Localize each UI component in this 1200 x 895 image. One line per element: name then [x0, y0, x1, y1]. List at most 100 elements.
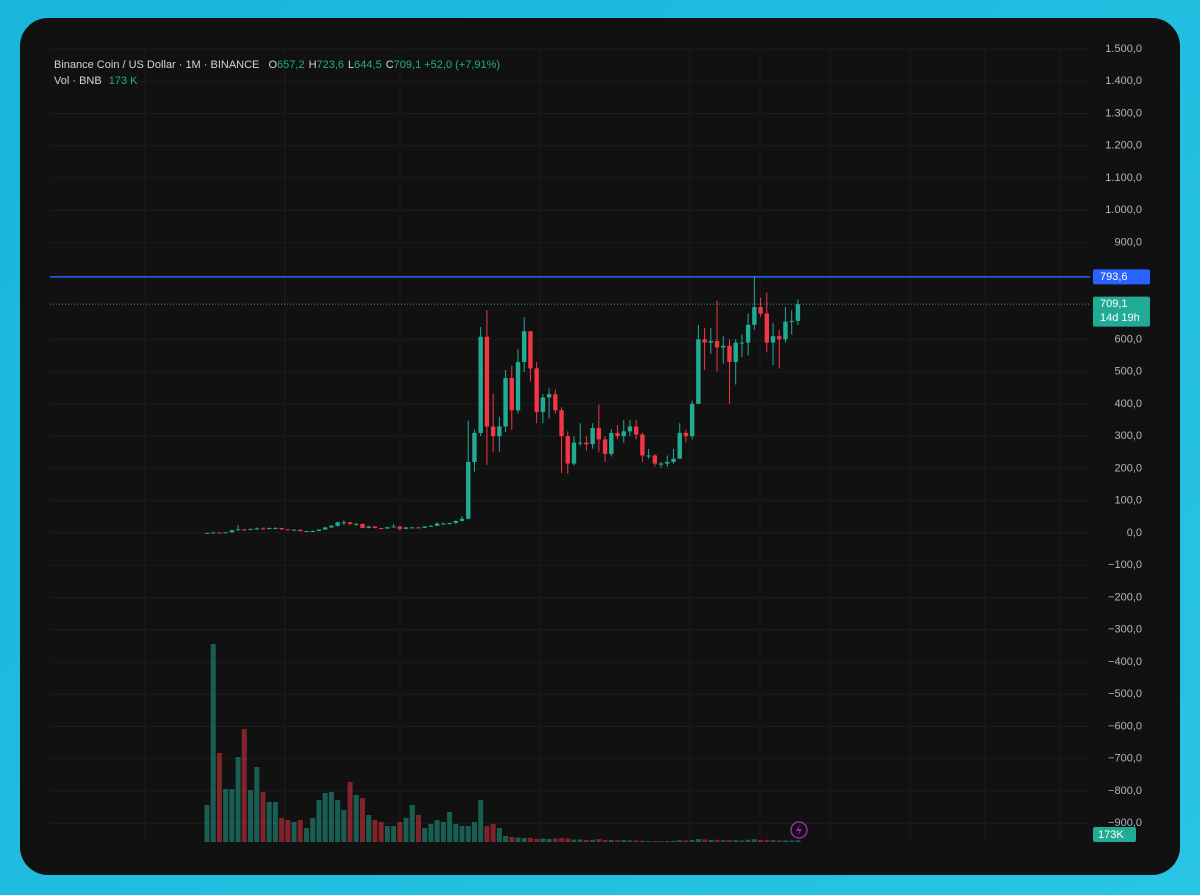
candle-body	[260, 528, 266, 530]
ohlc-key: L	[348, 59, 354, 71]
candle-body	[217, 532, 222, 534]
volume-tag-label: 173K	[1098, 829, 1124, 841]
volume-bar	[266, 802, 272, 842]
volume-bar	[272, 802, 278, 842]
candle-body	[503, 378, 508, 427]
candle-body	[291, 529, 297, 531]
volume-bar	[422, 828, 428, 842]
volume-bar	[695, 839, 701, 842]
volume-bar	[304, 828, 310, 842]
candle-body	[758, 307, 763, 314]
y-tick-label: −700,0	[1108, 753, 1142, 765]
volume-bar	[465, 826, 471, 842]
candle-body	[553, 394, 558, 411]
candle-body	[633, 426, 639, 435]
candle-body	[354, 523, 359, 525]
candle-body	[640, 434, 645, 456]
volume-bar	[384, 826, 390, 842]
volume-bar	[552, 838, 558, 842]
candle-body	[584, 442, 589, 445]
volume-bar	[546, 839, 552, 842]
volume-bar	[559, 838, 565, 842]
volume-bar	[366, 815, 372, 842]
candle-body	[478, 336, 483, 433]
candle-body	[410, 527, 415, 529]
y-tick-label: 1.000,0	[1105, 204, 1142, 216]
candle-body	[484, 336, 490, 427]
y-tick-label: −600,0	[1108, 720, 1142, 732]
candle-body	[422, 526, 427, 528]
price-tag	[1093, 296, 1150, 327]
volume-bar	[726, 839, 732, 842]
candle-body	[609, 432, 614, 454]
y-tick-label: 1.200,0	[1105, 140, 1142, 152]
change: +52,0 (+7,91%)	[424, 59, 500, 71]
volume-bar	[621, 840, 627, 842]
candle-body	[403, 527, 409, 529]
volume-bar	[409, 805, 415, 842]
volume-bar	[571, 839, 577, 842]
volume-bar	[291, 822, 297, 842]
volume-bar	[204, 805, 210, 842]
volume-bar	[347, 782, 353, 842]
candle-body	[310, 530, 315, 532]
candle-body	[459, 518, 465, 521]
volume-bar	[459, 826, 465, 842]
volume-bar	[671, 840, 676, 842]
volume-bar	[733, 840, 739, 842]
volume-bar	[633, 840, 639, 842]
volume-bar	[372, 820, 378, 842]
y-tick-label: −800,0	[1108, 785, 1142, 797]
candle-body	[490, 426, 496, 437]
volume-bar	[328, 792, 334, 842]
volume-bar	[540, 838, 546, 842]
candle-body	[777, 336, 782, 340]
volume-bar	[652, 841, 658, 842]
volume-bar	[745, 839, 751, 842]
candle-body	[764, 313, 769, 343]
volume-bar	[216, 753, 222, 842]
volume-bar	[683, 840, 689, 842]
candle-body	[347, 522, 353, 524]
candle-body	[540, 397, 546, 412]
volume-bar	[241, 729, 247, 842]
volume-bar	[471, 822, 477, 842]
volume-bar	[453, 824, 459, 842]
volume-bar	[677, 840, 683, 842]
candle-body	[714, 340, 720, 348]
volume-bar	[789, 840, 795, 842]
volume-bar	[714, 839, 720, 842]
candle-body	[721, 345, 726, 348]
volume-bar	[403, 818, 409, 842]
ohlc-value: 657,2	[277, 59, 305, 71]
candle-body	[702, 339, 707, 343]
candle-body	[229, 530, 235, 533]
candle-body	[546, 394, 552, 398]
candle-body	[267, 528, 272, 530]
candle-body	[783, 321, 788, 340]
y-tick-label: −200,0	[1108, 591, 1142, 603]
volume-bar	[415, 815, 421, 842]
event-icon[interactable]	[790, 821, 808, 839]
candle-body	[497, 426, 502, 437]
price-pane	[50, 276, 1090, 534]
candle-body	[279, 528, 284, 530]
volume-bar	[279, 818, 285, 842]
volume-bar	[509, 837, 515, 842]
volume-bar	[310, 818, 316, 842]
y-tick-label: 200,0	[1114, 462, 1142, 474]
volume-bar	[689, 840, 695, 842]
volume-bar	[565, 838, 571, 842]
candle-body	[360, 523, 365, 528]
y-tick-label: −400,0	[1108, 656, 1142, 668]
volume-bar	[664, 841, 670, 842]
volume-bar	[590, 839, 596, 842]
volume-bar	[770, 840, 776, 842]
candle-body	[696, 339, 701, 404]
price-tag-label: 793,6	[1100, 271, 1128, 283]
volume-bar	[596, 839, 602, 842]
y-tick-label: −900,0	[1108, 817, 1142, 829]
candle-body	[428, 525, 434, 527]
